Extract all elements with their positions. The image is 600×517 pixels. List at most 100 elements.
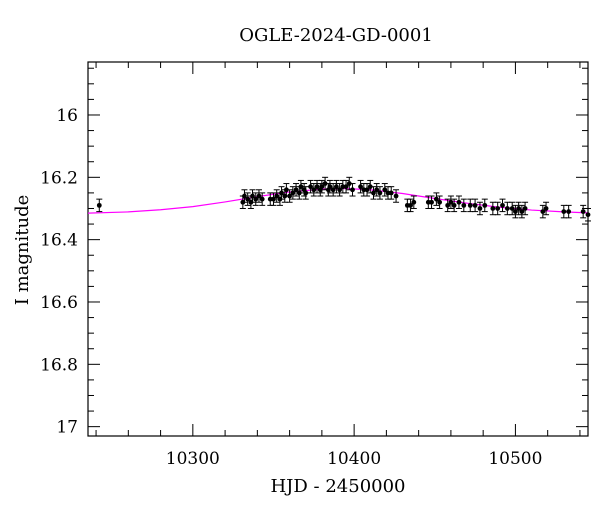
y-tick-label: 16.8 [40, 355, 78, 375]
data-point-marker [346, 181, 352, 186]
data-point-marker [490, 206, 496, 211]
data-point [509, 201, 516, 216]
data-point-marker [283, 187, 289, 193]
data-point-marker [256, 193, 262, 199]
data-point-marker [513, 209, 518, 215]
data-point [522, 201, 529, 216]
data-point-marker [303, 190, 309, 196]
data-point-marker [377, 190, 383, 196]
data-point-marker [245, 196, 251, 202]
y-tick-label: 16.2 [40, 168, 78, 188]
data-point-marker [96, 202, 102, 208]
data-point [96, 198, 103, 213]
x-axis-label: HJD - 2450000 [270, 476, 405, 497]
data-point-marker [337, 187, 343, 193]
data-point [489, 201, 496, 216]
data-point-marker [319, 184, 325, 190]
data-point-marker [388, 190, 394, 196]
data-point [297, 179, 304, 194]
data-point-marker [298, 184, 304, 190]
axis-tick-labels: 10300 10400 10500 16 16.2 16.4 16.6 16.8 17 [40, 106, 542, 469]
data-point-marker [350, 187, 355, 193]
data-point [447, 195, 454, 209]
data-point [512, 204, 519, 219]
data-point-marker [467, 202, 473, 208]
data-point [543, 201, 550, 216]
plot-frame [87, 61, 589, 437]
data-point [307, 179, 314, 194]
data-point [494, 201, 501, 216]
data-point-marker [451, 202, 457, 208]
y-tick-label: 16.4 [40, 231, 78, 251]
data-point [436, 195, 443, 209]
data-point [249, 189, 256, 203]
data-point [241, 189, 248, 203]
data-point [302, 186, 309, 200]
data-point-marker [250, 193, 255, 199]
data-point-marker [566, 209, 572, 215]
data-point [273, 189, 280, 203]
y-tick-label: 16 [56, 106, 78, 126]
data-point-marker [429, 199, 434, 205]
data-point [343, 179, 350, 194]
data-point [381, 183, 388, 197]
data-point-marker [327, 184, 333, 190]
data-point [410, 195, 417, 209]
data-point [444, 198, 451, 213]
chart-title: OGLE-2024-GD-0001 [239, 25, 433, 46]
data-point-marker [516, 206, 522, 211]
data-point-marker [504, 206, 510, 211]
data-point-marker [433, 196, 439, 202]
data-point-marker [259, 196, 265, 202]
data-point [330, 183, 337, 197]
data-point-marker [408, 202, 413, 208]
data-point [336, 183, 343, 197]
data-points-layer [96, 176, 591, 222]
data-point [364, 183, 371, 197]
data-point [370, 186, 377, 200]
data-point-marker [477, 206, 483, 211]
data-point-marker [540, 209, 546, 215]
data-point [539, 204, 546, 219]
data-point [289, 186, 296, 200]
data-point-marker [343, 184, 349, 190]
data-point [283, 183, 290, 197]
data-point-marker [585, 212, 591, 218]
data-point-marker [311, 187, 317, 193]
data-point [373, 183, 380, 197]
data-point-marker [482, 202, 488, 208]
data-point [472, 198, 479, 213]
data-point-marker [314, 184, 320, 190]
data-point [286, 189, 293, 203]
data-point [565, 204, 572, 219]
data-point [499, 198, 506, 213]
data-point-marker [448, 199, 454, 205]
x-tick-label: 10500 [488, 449, 542, 469]
data-point-marker [543, 206, 549, 211]
data-point [333, 179, 340, 194]
data-point [357, 179, 364, 194]
data-point [518, 204, 525, 219]
data-point-marker [242, 193, 247, 199]
data-point [428, 195, 435, 209]
data-point-marker [358, 184, 363, 190]
data-point-marker [374, 187, 380, 193]
data-point [376, 186, 383, 200]
data-point-marker [456, 199, 462, 205]
data-point-marker [519, 209, 525, 215]
data-point-marker [330, 187, 336, 193]
data-point-marker [279, 190, 284, 196]
data-point-marker [293, 187, 299, 193]
data-point-marker [561, 209, 567, 215]
data-point [433, 192, 440, 206]
data-point [293, 183, 300, 197]
data-point [310, 183, 317, 197]
data-point [393, 189, 400, 203]
data-point-marker [411, 199, 417, 205]
data-point-marker [287, 193, 293, 199]
y-axis-label: I magnitude [12, 195, 33, 306]
data-point [318, 179, 325, 194]
axis-ticks [88, 62, 588, 436]
